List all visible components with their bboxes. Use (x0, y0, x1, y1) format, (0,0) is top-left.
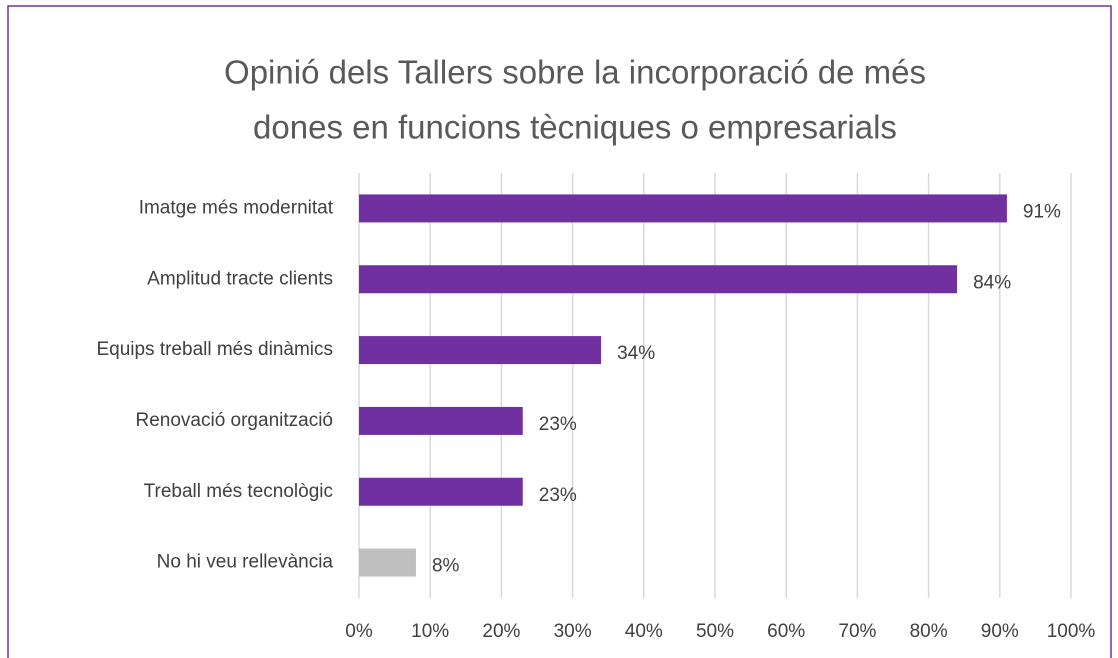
data-label: 23% (539, 414, 577, 435)
chart-title: dones en funcions tècniques o empresaria… (253, 109, 897, 146)
y-tick-label: Treball més tecnològic (144, 481, 333, 502)
x-tick-label: 70% (838, 621, 876, 642)
data-label: 8% (432, 556, 460, 577)
bar (359, 406, 523, 435)
y-tick-label: No hi veu rellevància (157, 552, 334, 573)
data-label: 23% (539, 485, 577, 506)
x-tick-label: 0% (345, 621, 373, 642)
x-tick-label: 60% (767, 621, 805, 642)
chart-title: Opinió dels Tallers sobre la incorporaci… (224, 54, 926, 91)
y-tick-label: Imatge més modernitat (139, 197, 334, 218)
bar (359, 477, 523, 506)
x-tick-label: 90% (981, 621, 1019, 642)
x-tick-label: 10% (411, 621, 449, 642)
bar (359, 265, 958, 294)
y-tick-label: Amplitud tracte clients (147, 268, 333, 289)
x-tick-label: 30% (554, 621, 592, 642)
data-label: 34% (617, 343, 655, 364)
data-label: 91% (1023, 201, 1061, 222)
data-label: 84% (973, 272, 1011, 293)
x-tick-label: 80% (910, 621, 948, 642)
x-tick-label: 50% (696, 621, 734, 642)
bar (359, 336, 602, 365)
y-tick-label: Renovació organització (135, 410, 333, 431)
chart-frame (7, 5, 1112, 658)
bar (359, 548, 416, 577)
y-tick-label: Equips treball més dinàmics (96, 339, 333, 360)
bar (359, 194, 1007, 223)
x-tick-label: 100% (1047, 621, 1096, 642)
x-tick-label: 20% (482, 621, 520, 642)
x-tick-label: 40% (625, 621, 663, 642)
